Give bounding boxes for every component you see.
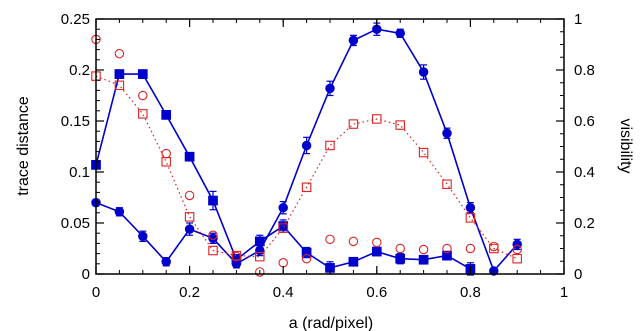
data-point	[255, 267, 265, 277]
series-line	[95, 73, 471, 270]
data-point	[395, 28, 405, 39]
data-point	[395, 253, 406, 264]
data-point	[395, 120, 405, 130]
data-point	[465, 243, 476, 254]
data-point	[278, 223, 288, 233]
data-point	[114, 48, 125, 59]
data-point	[418, 244, 429, 255]
data-point	[301, 253, 312, 264]
data-point	[208, 195, 218, 206]
data-point	[512, 244, 522, 255]
data-point	[138, 90, 148, 101]
x-tick-label: 1	[560, 284, 568, 301]
y-tick-label: 0.15	[61, 113, 90, 130]
data-point	[348, 236, 359, 247]
series-3	[91, 34, 522, 277]
x-tick-label: 0	[92, 284, 100, 301]
data-point	[301, 247, 312, 258]
data-point	[325, 83, 335, 94]
data-point	[512, 239, 522, 250]
data-point	[208, 245, 218, 256]
y-tick-label: 0	[82, 266, 90, 283]
data-point	[161, 157, 171, 167]
y2-tick-label: 0.4	[574, 164, 595, 181]
y2-axis-label: visibility	[617, 118, 634, 173]
data-point	[442, 179, 452, 189]
series-layer	[91, 22, 522, 277]
data-point	[348, 119, 359, 129]
data-point	[372, 114, 382, 124]
data-point	[138, 231, 148, 242]
data-point	[278, 258, 288, 268]
data-point	[395, 243, 405, 254]
data-point	[184, 190, 195, 201]
x-axis-label: a (rad/pixel)	[289, 315, 373, 331]
tick-labels: 0 0.2 0.4 0.6 0.8 100.050.10.150.20.2500.20.4…	[61, 11, 595, 301]
x-tick-label: 0.6	[366, 284, 387, 301]
x-tick-label: 0.2	[179, 284, 200, 301]
data-point	[371, 246, 382, 257]
data-point	[114, 69, 125, 79]
y-tick-label: 0.25	[61, 11, 90, 28]
data-point	[114, 207, 125, 217]
data-point	[512, 253, 522, 264]
data-point	[161, 110, 172, 120]
y-tick-label: 0.1	[69, 164, 90, 181]
y2-tick-label: 0.2	[574, 215, 595, 232]
series-4	[91, 71, 522, 264]
y2-tick-label: 0.8	[574, 62, 595, 79]
data-point	[442, 128, 452, 138]
data-point	[418, 147, 429, 158]
y2-tick-label: 0.6	[574, 113, 595, 130]
series-2	[91, 69, 476, 276]
data-point	[348, 35, 359, 46]
data-point	[372, 237, 382, 248]
x-tick-label: 0.4	[273, 284, 294, 301]
data-point	[442, 250, 452, 261]
data-point	[161, 257, 171, 267]
data-point	[255, 251, 265, 262]
data-point	[184, 151, 195, 162]
series-line	[95, 75, 518, 260]
x-tick-label: 0.8	[460, 284, 481, 301]
data-point	[465, 202, 476, 213]
plot-border	[95, 18, 565, 275]
axes-layer	[95, 18, 565, 275]
data-point	[301, 182, 312, 193]
data-point	[325, 140, 335, 151]
data-point	[278, 202, 288, 213]
data-point	[489, 243, 499, 254]
data-point	[442, 243, 452, 254]
y-axis-label: trace distance	[15, 96, 32, 196]
y2-tick-label: 1	[574, 11, 582, 28]
y-tick-label: 0.2	[69, 62, 90, 79]
series-1	[91, 22, 522, 276]
data-point	[208, 230, 218, 240]
data-point	[184, 224, 195, 234]
data-point	[184, 212, 195, 222]
data-point	[137, 69, 148, 79]
data-point	[348, 256, 359, 267]
data-point	[418, 67, 429, 77]
data-point	[465, 213, 476, 223]
data-point	[114, 80, 125, 91]
data-point	[325, 234, 335, 245]
data-point	[301, 140, 312, 151]
data-point	[489, 241, 499, 252]
data-point	[418, 254, 429, 265]
data-point	[208, 233, 218, 244]
y-tick-label: 0.05	[61, 215, 90, 232]
data-point	[231, 250, 242, 261]
y2-tick-label: 0	[574, 266, 582, 283]
data-point	[138, 109, 148, 119]
data-point	[254, 236, 265, 247]
